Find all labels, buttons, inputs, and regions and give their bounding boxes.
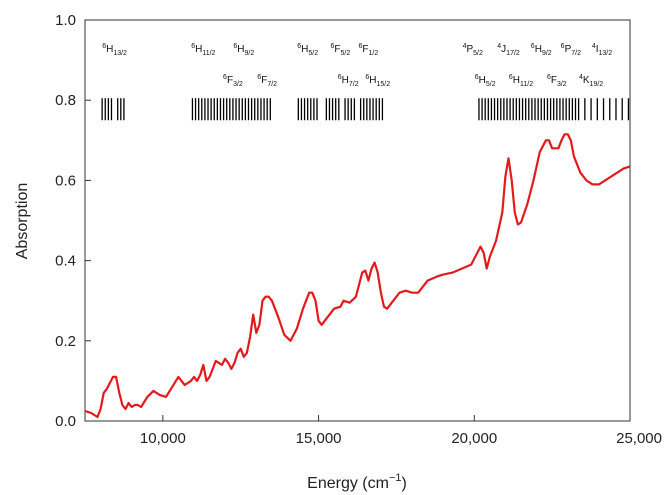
y-axis-title: Absorption [14,183,31,260]
x-tick-label: 20,000 [451,430,497,447]
x-tick-label: 10,000 [140,430,186,447]
term-label: 6H15/2 [365,74,390,88]
y-tick-label: 1.0 [55,12,76,29]
term-label: 4J17/2 [497,43,520,57]
term-label: 6H5/2 [475,74,496,88]
term-label: 4P5/2 [463,43,483,57]
transition-tick-band [101,98,630,121]
term-label: 6F3/2 [223,74,243,88]
term-label: 4I13/2 [592,43,612,57]
x-axis-title-text: Energy (cm [307,475,389,492]
x-tick-label: 15,000 [296,430,342,447]
y-tick-label: 0.8 [55,92,76,109]
x-axis-title-superscript: −1 [389,472,402,484]
term-label: 6P7/2 [561,43,581,57]
term-label: 6H9/2 [531,43,552,57]
term-labels: 6H13/2 6H11/2 6H9/2 6F3/2 6F7/2 6H5/2 6F5/2 6F1… [102,43,612,88]
x-tick-label: 25,000 [616,430,662,447]
term-label: 4K19/2 [579,74,603,88]
term-label: 6F1/2 [359,43,379,57]
term-label: 6F7/2 [257,74,277,88]
term-label: 6H13/2 [102,43,127,57]
term-label: 6H5/2 [297,43,318,57]
y-tick-label: 0.6 [55,172,76,189]
term-label: 6H11/2 [509,74,533,88]
x-axis-title: Energy (cm−1) [307,472,407,492]
term-label: 6H11/2 [191,43,215,57]
term-label: 6F5/2 [330,43,350,57]
y-axis: 0.0 0.2 0.4 0.6 0.8 1.0 [55,12,91,430]
x-axis: 10,000 15,000 20,000 25,000 [140,415,662,447]
term-label: 6H9/2 [233,43,254,57]
term-label: 6H7/2 [338,74,359,88]
x-axis-title-end: ) [402,475,407,492]
absorption-line [84,133,631,419]
plot-frame [84,19,631,422]
term-label: 6F3/2 [547,74,567,88]
y-tick-label: 0.0 [55,413,76,430]
y-tick-label: 0.4 [55,253,76,270]
y-tick-label: 0.2 [55,333,76,350]
